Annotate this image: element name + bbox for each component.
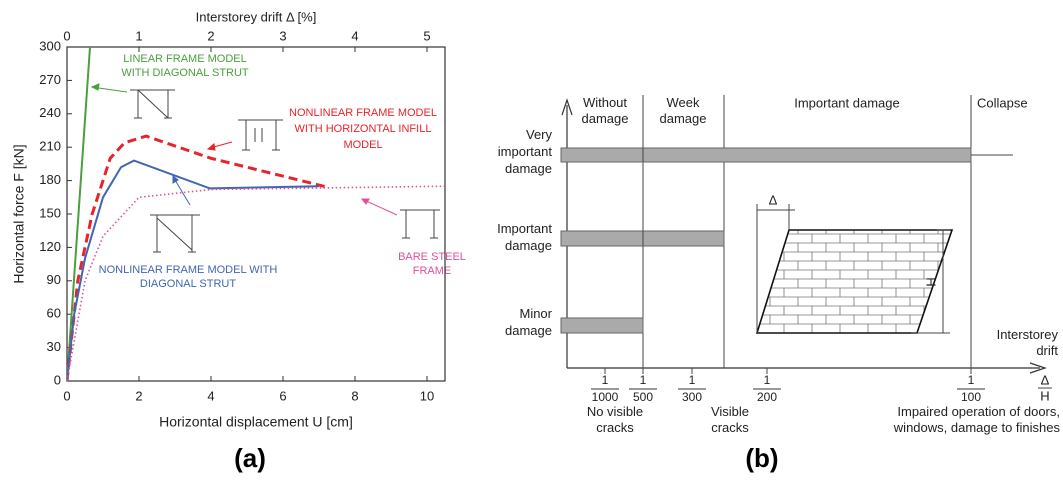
drift-numerator: 1 <box>968 373 975 387</box>
drift-fractions: 1 1000 1 500 1 300 1 200 1 100 <box>591 373 985 404</box>
y-axis-label: Horizontal force F [kN] <box>11 144 27 283</box>
series-line <box>67 186 445 381</box>
drift-ticks <box>605 368 971 374</box>
x-tick-label: 0 <box>63 388 70 403</box>
axis-fraction-top: Δ <box>1041 372 1050 387</box>
drift-numerator: 1 <box>689 373 696 387</box>
drift-numerator: 1 <box>602 373 609 387</box>
y-tick-label: 120 <box>39 239 61 254</box>
y-tick-label: 180 <box>39 172 61 187</box>
damage-band <box>561 148 971 162</box>
x-axis-label: Horizontal displacement U [cm] <box>159 414 353 430</box>
axis-fraction-bottom: H <box>1040 388 1049 403</box>
y-tick-label: 90 <box>47 272 61 287</box>
y-tick-label: 270 <box>39 72 61 87</box>
drift-denominator: 500 <box>633 390 653 404</box>
drift-numerator: 1 <box>640 373 647 387</box>
x-tick-label: 8 <box>351 388 358 403</box>
drift-numerator: 1 <box>764 373 771 387</box>
y-tick-label: 0 <box>54 372 61 387</box>
drift-denominator: 1000 <box>592 390 619 404</box>
series-line <box>67 136 328 381</box>
note: Impaired operation of doors,windows, dam… <box>893 404 1061 435</box>
x2-tick-label: 5 <box>423 28 430 43</box>
y-tick-label: 300 <box>39 38 61 53</box>
x2-axis-label: Interstorey drift Δ [%] <box>196 9 317 24</box>
x-tick-label: 2 <box>135 388 142 403</box>
column-header: Collapse <box>977 95 1028 110</box>
sketch-label: H <box>924 277 939 286</box>
x2-tick-label: 2 <box>207 28 214 43</box>
figure: Horizontal force F [kN] Horizontal displ… <box>0 0 1063 481</box>
x-tick-label: 4 <box>207 388 214 403</box>
drift-denominator: 300 <box>682 390 702 404</box>
masonry-panel <box>757 230 952 333</box>
x2-tick-label: 4 <box>351 28 358 43</box>
sketch-label: Δ <box>769 192 778 207</box>
drift-denominator: 100 <box>961 390 981 404</box>
x-axis <box>567 363 1045 373</box>
drift-denominator: 200 <box>757 390 777 404</box>
damage-band <box>561 318 643 333</box>
x2-tick-label: 0 <box>63 28 70 43</box>
column-header: Important damage <box>794 95 900 110</box>
y-tick-label: 240 <box>39 105 61 120</box>
x2-tick-label: 1 <box>135 28 142 43</box>
y-tick-label: 30 <box>47 339 61 354</box>
y-tick-label: 210 <box>39 139 61 154</box>
y-tick-label: 150 <box>39 205 61 220</box>
x2-tick-label: 3 <box>279 28 286 43</box>
y-tick-label: 60 <box>47 306 61 321</box>
x-tick-label: 10 <box>420 388 434 403</box>
panel-label: (b) <box>745 443 778 473</box>
panel-label: (a) <box>234 443 266 473</box>
x-tick-label: 6 <box>279 388 286 403</box>
